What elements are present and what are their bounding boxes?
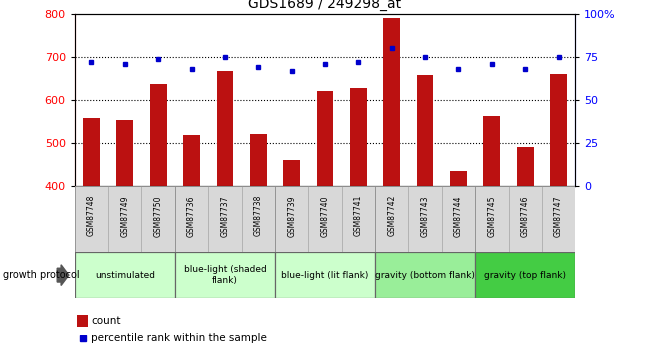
Bar (484, 117, 501, 186)
Text: GSM87737: GSM87737 (220, 195, 229, 237)
Bar (208, 186, 242, 252)
Bar (142, 186, 175, 252)
Bar (542, 186, 575, 252)
Bar (517, 147, 534, 186)
Bar (442, 186, 475, 252)
Title: GDS1689 / 249298_at: GDS1689 / 249298_at (248, 0, 402, 11)
Bar (275, 186, 308, 252)
Bar (508, 186, 542, 252)
Bar (150, 84, 166, 186)
Bar (250, 134, 266, 186)
Bar (475, 186, 508, 252)
Bar (116, 120, 133, 186)
Text: GSM87743: GSM87743 (421, 195, 430, 237)
Text: GSM87749: GSM87749 (120, 195, 129, 237)
Bar (75, 186, 108, 252)
Text: GSM87745: GSM87745 (488, 195, 497, 237)
Bar (83, 118, 100, 186)
Bar (175, 186, 208, 252)
Bar (283, 159, 300, 186)
Text: blue-light (lit flank): blue-light (lit flank) (281, 270, 369, 280)
Text: GSM87747: GSM87747 (554, 195, 563, 237)
Bar (216, 71, 233, 186)
Text: unstimulated: unstimulated (95, 270, 155, 280)
Bar (308, 186, 342, 252)
Bar (475, 252, 575, 298)
Bar (275, 252, 375, 298)
Bar (317, 91, 333, 186)
Bar (375, 186, 408, 252)
Text: GSM87738: GSM87738 (254, 195, 263, 236)
Bar (108, 186, 142, 252)
Text: GSM87746: GSM87746 (521, 195, 530, 237)
Bar (342, 186, 375, 252)
Bar (75, 252, 175, 298)
Bar (350, 88, 367, 186)
Bar (408, 186, 442, 252)
Text: gravity (bottom flank): gravity (bottom flank) (375, 270, 475, 280)
Bar (384, 18, 400, 186)
Bar (417, 75, 434, 186)
Text: growth protocol: growth protocol (3, 270, 80, 280)
Bar (242, 186, 275, 252)
Text: GSM87744: GSM87744 (454, 195, 463, 237)
Text: GSM87740: GSM87740 (320, 195, 330, 237)
Text: count: count (91, 316, 120, 326)
Bar (550, 74, 567, 186)
Bar (450, 171, 467, 186)
Text: gravity (top flank): gravity (top flank) (484, 270, 566, 280)
Text: GSM87741: GSM87741 (354, 195, 363, 236)
Text: GSM87742: GSM87742 (387, 195, 396, 236)
Bar (375, 252, 475, 298)
Bar (183, 135, 200, 186)
Text: percentile rank within the sample: percentile rank within the sample (91, 333, 267, 343)
Text: GSM87748: GSM87748 (87, 195, 96, 236)
Text: blue-light (shaded
flank): blue-light (shaded flank) (183, 265, 266, 285)
Bar (175, 252, 275, 298)
Text: GSM87736: GSM87736 (187, 195, 196, 237)
Text: GSM87750: GSM87750 (153, 195, 162, 237)
Text: GSM87739: GSM87739 (287, 195, 296, 237)
